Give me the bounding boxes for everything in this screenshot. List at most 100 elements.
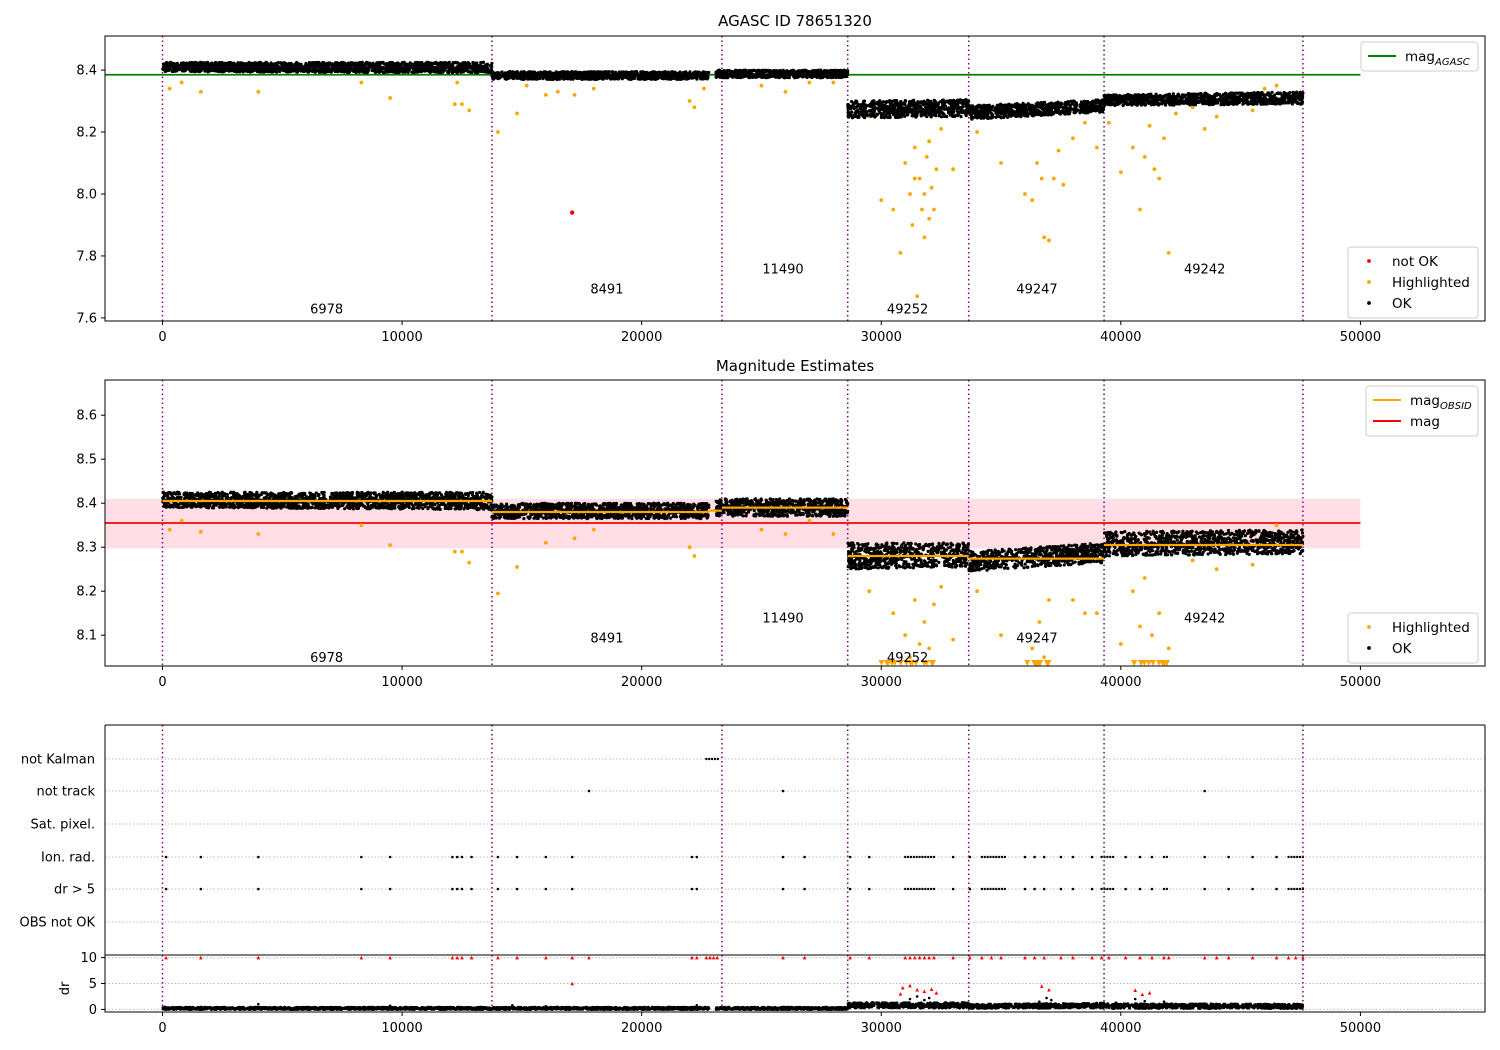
data-point-ok [308,69,312,73]
data-point-ok [780,74,784,78]
highlighted-point [1051,176,1056,181]
highlighted-point [908,192,912,196]
data-point-ok [878,102,882,106]
data-point-ok [289,65,293,69]
data-point-ok [912,99,916,104]
data-point-ok [317,69,321,73]
data-point-ok [424,62,428,66]
figure-title: AGASC ID 78651320 [718,12,872,30]
data-point-ok [960,105,964,109]
data-point-ok [912,106,916,110]
data-point-ok [1098,105,1102,109]
data-point-ok [808,73,812,77]
data-point-ok [542,70,547,74]
highlighted-point [831,80,836,85]
data-point-ok [550,71,554,75]
data-point-ok [1040,104,1045,109]
data-point-ok [194,63,198,67]
data-point-ok [257,66,261,70]
data-point-ok [1024,107,1028,111]
data-point-ok [1011,113,1016,117]
data-point-ok [442,61,446,65]
data-point-ok [207,64,211,68]
data-point-ok [835,72,839,76]
data-point-ok [1063,112,1067,116]
data-point-ok [601,75,605,79]
data-point-ok [260,70,264,74]
data-point-ok [365,60,369,65]
data-point-ok [591,77,595,81]
data-point-ok [245,67,249,72]
highlighted-point [951,167,956,172]
data-point-ok [619,76,623,80]
data-point-ok [717,74,721,78]
data-point-ok [726,74,730,78]
highlighted-point [783,89,788,94]
highlighted-point [927,216,932,221]
highlighted-point [1138,207,1142,212]
data-point-ok [561,72,565,77]
data-point-ok [224,61,228,65]
data-point-ok [952,102,956,107]
data-point-ok [460,62,464,66]
data-point-ok [528,74,532,78]
data-point-ok [977,103,981,107]
data-point-ok [1080,104,1084,109]
data-point-ok [732,72,736,76]
data-point-ok [239,61,244,65]
data-point-ok [729,69,733,73]
data-point-ok [750,68,754,73]
data-point-ok [887,99,892,103]
data-point-ok [979,116,983,120]
data-point-ok [945,107,949,111]
data-point-ok [950,100,954,104]
data-point-ok [994,111,998,115]
data-point-ok [896,105,900,110]
data-point-ok [1039,100,1044,105]
data-point-ok [667,75,671,80]
data-point-ok [276,60,280,65]
data-point-ok [537,76,541,80]
data-point-ok [280,68,285,72]
data-point-ok [447,71,451,75]
data-point-ok [1061,105,1065,110]
data-point-ok [755,75,759,79]
data-point-ok [990,115,994,119]
data-point-ok [312,67,316,71]
data-point-ok [307,61,312,65]
data-point-ok [681,71,685,75]
data-point-ok [484,68,488,72]
data-point-ok [1053,101,1058,105]
data-point-ok [438,70,443,74]
data-point-ok [444,64,448,68]
highlighted-point [912,176,917,181]
data-point-ok [706,71,710,75]
data-point-ok [344,64,348,68]
data-point-ok [403,69,408,73]
data-point-ok [731,75,735,79]
data-point-ok [704,75,709,79]
highlighted-point [924,154,929,159]
data-point-ok [524,75,528,79]
data-point-ok [474,64,478,69]
data-point-ok [1020,107,1024,111]
data-point-ok [714,75,718,79]
data-point-ok [512,73,517,77]
data-point-ok [370,63,374,67]
data-point-ok [546,75,551,79]
data-point-ok [896,111,900,115]
data-point-ok [686,73,690,77]
data-point-ok [261,67,265,71]
data-point-ok [915,113,919,117]
data-point-ok [875,101,879,105]
data-point-ok [367,63,371,67]
highlighted-point [912,145,917,150]
data-point-ok [362,67,366,71]
data-point-ok [1072,110,1076,115]
highlighted-point [927,139,932,144]
highlighted-point [932,207,936,212]
highlighted-point [1214,114,1219,119]
data-point-ok [173,66,177,71]
highlighted-point [1094,145,1099,150]
